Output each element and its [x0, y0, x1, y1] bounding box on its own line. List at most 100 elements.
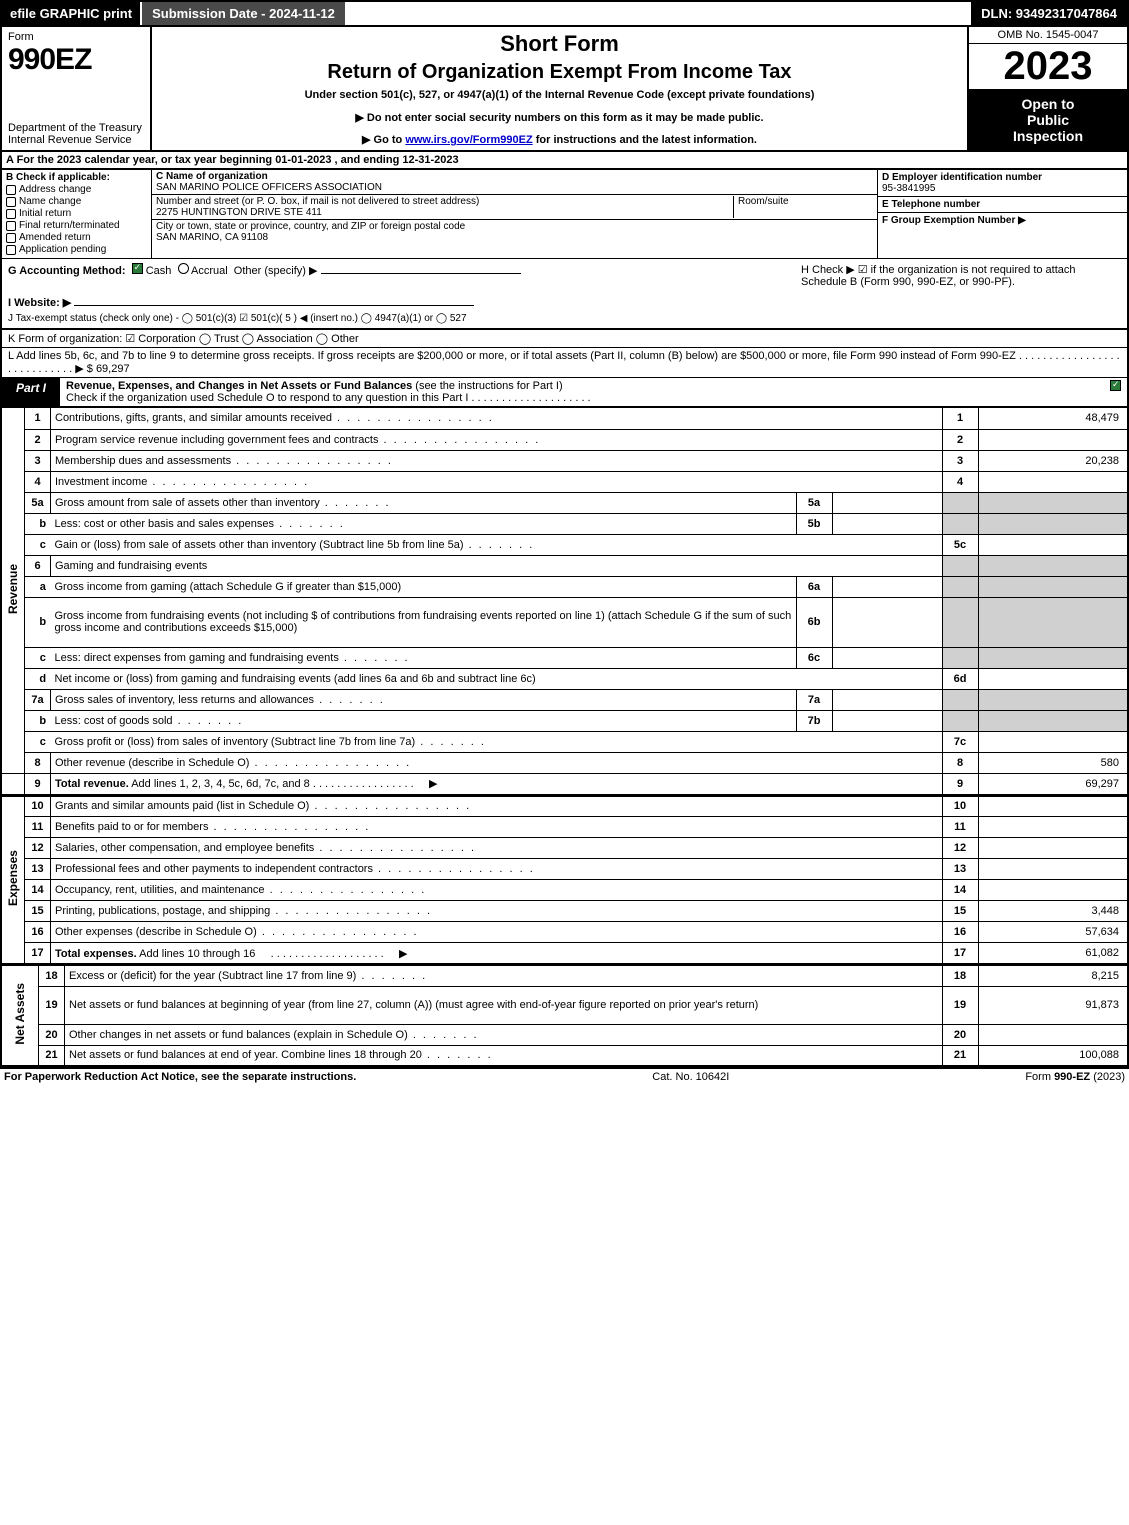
section-b: B Check if applicable: Address change Na…: [2, 170, 152, 258]
line-5b-desc: Less: cost or other basis and sales expe…: [51, 513, 797, 534]
line-ref: 15: [942, 901, 978, 922]
inner-ref: 6c: [796, 647, 832, 668]
line-num: 18: [39, 965, 65, 986]
inner-ref: 7b: [796, 710, 832, 731]
checkbox-final-return[interactable]: [6, 221, 16, 231]
g-other: Other (specify) ▶: [234, 265, 318, 277]
room-suite-label: Room/suite: [733, 196, 873, 218]
return-title: Return of Organization Exempt From Incom…: [160, 61, 959, 84]
line-ref: 12: [942, 838, 978, 859]
line-13-desc: Professional fees and other payments to …: [51, 859, 943, 880]
line-1-desc: Contributions, gifts, grants, and simila…: [51, 408, 943, 429]
footer-left: For Paperwork Reduction Act Notice, see …: [4, 1071, 356, 1083]
shaded-cell: [942, 689, 978, 710]
checkbox-schedule-o[interactable]: [1110, 380, 1121, 391]
shaded-cell: [978, 576, 1128, 597]
line-ref: 21: [942, 1045, 978, 1066]
g-cash: Cash: [146, 265, 172, 277]
line-num: 4: [25, 471, 51, 492]
line-5b-amt: [832, 513, 942, 534]
form-label: Form: [8, 31, 144, 43]
line-num: c: [25, 731, 51, 752]
line-6b-amt: [832, 597, 942, 647]
line-4-amt: [978, 471, 1128, 492]
line-num: c: [25, 534, 51, 555]
line-num: 19: [39, 986, 65, 1024]
checkbox-address-change[interactable]: [6, 185, 16, 195]
revenue-table: Revenue 1 Contributions, gifts, grants, …: [0, 408, 1129, 795]
line-7a-desc: Gross sales of inventory, less returns a…: [51, 689, 797, 710]
line-19-desc: Net assets or fund balances at beginning…: [65, 986, 943, 1024]
line-num: 10: [25, 796, 51, 817]
line-5c-desc: Gain or (loss) from sale of assets other…: [51, 534, 943, 555]
line-num: c: [25, 647, 51, 668]
inner-ref: 6b: [796, 597, 832, 647]
line-ref: 7c: [942, 731, 978, 752]
line-12-desc: Salaries, other compensation, and employ…: [51, 838, 943, 859]
line-6a-amt: [832, 576, 942, 597]
line-21-amt: 100,088: [978, 1045, 1128, 1066]
line-ref: 17: [942, 943, 978, 964]
shaded-cell: [978, 555, 1128, 576]
shaded-cell: [942, 597, 978, 647]
line-ref: 2: [942, 429, 978, 450]
part-i-title: Revenue, Expenses, and Changes in Net As…: [66, 380, 412, 392]
part-i-header: Part I Revenue, Expenses, and Changes in…: [0, 378, 1129, 408]
website-field[interactable]: [74, 305, 474, 306]
line-6b-desc: Gross income from fundraising events (no…: [51, 597, 797, 647]
line-6c-amt: [832, 647, 942, 668]
line-6d-amt: [978, 668, 1128, 689]
line-num: 3: [25, 450, 51, 471]
line-num: b: [25, 513, 51, 534]
checkbox-cash[interactable]: [132, 263, 143, 274]
checkbox-initial-return[interactable]: [6, 209, 16, 219]
line-5a-amt: [832, 492, 942, 513]
line-num: a: [25, 576, 51, 597]
line-6d-desc: Net income or (loss) from gaming and fun…: [51, 668, 943, 689]
expenses-table: Expenses 10 Grants and similar amounts p…: [0, 795, 1129, 965]
e-tel-label: E Telephone number: [882, 199, 980, 210]
shaded-cell: [978, 647, 1128, 668]
line-12-amt: [978, 838, 1128, 859]
checkbox-accrual[interactable]: [178, 263, 189, 274]
l-amount: 69,297: [96, 363, 130, 375]
checkbox-application-pending[interactable]: [6, 245, 16, 255]
ssn-warning: ▶ Do not enter social security numbers o…: [160, 111, 959, 124]
line-20-desc: Other changes in net assets or fund bala…: [65, 1024, 943, 1045]
g-other-field[interactable]: [321, 273, 521, 274]
line-num: 17: [25, 943, 51, 964]
checkbox-name-change[interactable]: [6, 197, 16, 207]
netassets-side-label: Net Assets: [13, 983, 27, 1045]
irs-link[interactable]: www.irs.gov/Form990EZ: [405, 134, 532, 146]
part-i-tab: Part I: [2, 378, 60, 406]
line-14-desc: Occupancy, rent, utilities, and maintena…: [51, 880, 943, 901]
line-15-desc: Printing, publications, postage, and shi…: [51, 901, 943, 922]
short-form-title: Short Form: [160, 31, 959, 57]
shaded-cell: [978, 710, 1128, 731]
line-18-desc: Excess or (deficit) for the year (Subtra…: [65, 965, 943, 986]
line-17-amt: 61,082: [978, 943, 1128, 964]
shaded-cell: [942, 492, 978, 513]
line-num: 12: [25, 838, 51, 859]
checkbox-amended-return[interactable]: [6, 233, 16, 243]
c-addr-label: Number and street (or P. O. box, if mail…: [156, 196, 479, 207]
line-ref: 4: [942, 471, 978, 492]
line-8-desc: Other revenue (describe in Schedule O): [51, 752, 943, 773]
shaded-cell: [942, 710, 978, 731]
line-ref: 6d: [942, 668, 978, 689]
efile-print-button[interactable]: efile GRAPHIC print: [2, 2, 140, 25]
line-ref: 8: [942, 752, 978, 773]
line-7b-amt: [832, 710, 942, 731]
line-13-amt: [978, 859, 1128, 880]
inner-ref: 5a: [796, 492, 832, 513]
section-l: L Add lines 5b, 6c, and 7b to line 9 to …: [0, 348, 1129, 378]
footer-right: Form 990-EZ (2023): [1025, 1071, 1125, 1083]
line-ref: 14: [942, 880, 978, 901]
line-num: 20: [39, 1024, 65, 1045]
line-19-amt: 91,873: [978, 986, 1128, 1024]
line-num: 1: [25, 408, 51, 429]
c-name-label: C Name of organization: [156, 171, 268, 182]
part-i-title-block: Revenue, Expenses, and Changes in Net As…: [60, 378, 1104, 406]
line-11-amt: [978, 817, 1128, 838]
line-num: 2: [25, 429, 51, 450]
